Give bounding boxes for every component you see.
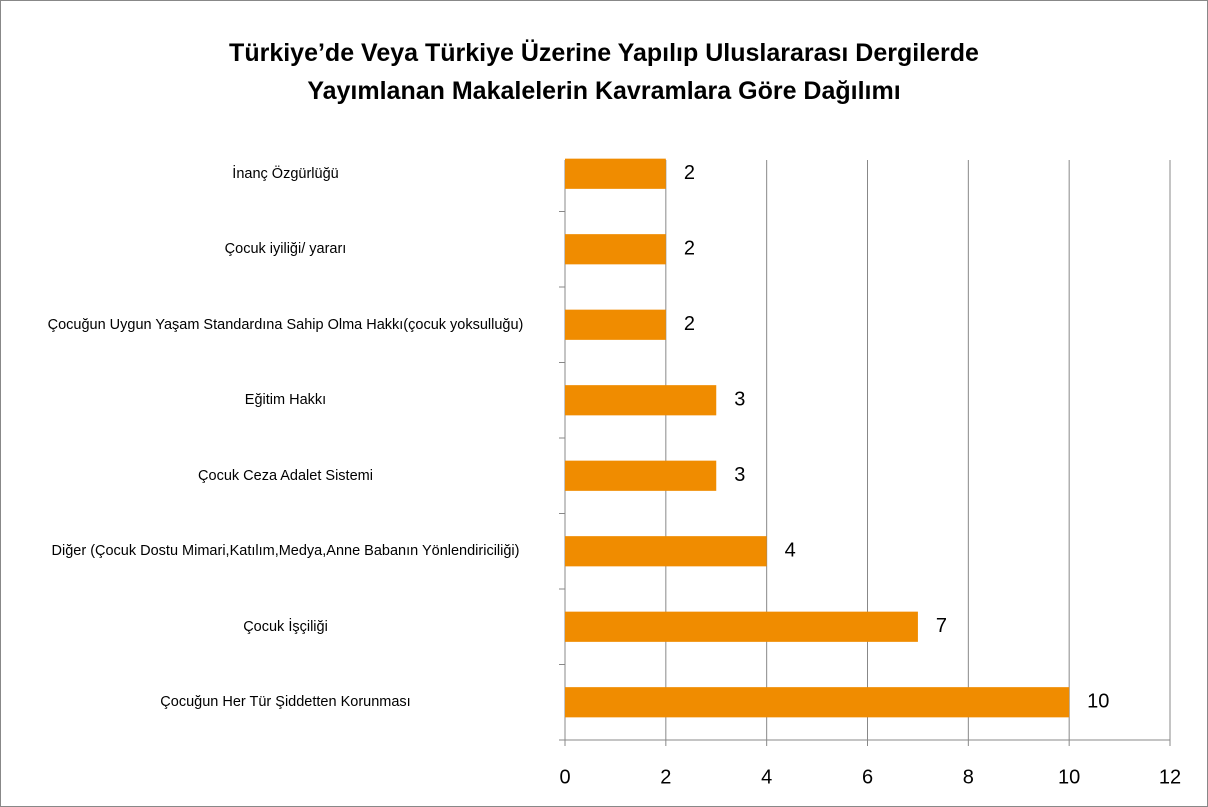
data-label: 3 (734, 464, 745, 486)
bar (565, 687, 1070, 718)
data-label: 2 (684, 238, 695, 260)
bar (565, 309, 666, 340)
y-tick-label: Eğitim Hakkı (244, 392, 327, 409)
data-label: 10 (1087, 691, 1109, 713)
data-label: 3 (734, 389, 745, 411)
bar (565, 385, 717, 416)
y-tick-label: Çocuk Ceza Adalet Sistemi (198, 467, 373, 484)
y-tick-label: Diğer (Çocuk Dostu Mimari,Katılım,Medya,… (51, 543, 520, 560)
x-tick-label: 12 (1159, 766, 1181, 788)
chart-title: Türkiye’de Veya Türkiye Üzerine Yapılıp … (229, 39, 979, 105)
x-tick-label: 2 (660, 766, 671, 788)
bar (565, 536, 767, 567)
x-tick-label: 6 (862, 766, 873, 788)
y-tick-label: Çocuğun Uygun Yaşam Standardına Sahip Ol… (47, 316, 524, 333)
bar (565, 234, 666, 265)
bar (565, 158, 666, 189)
data-label: 2 (684, 162, 695, 184)
bar (565, 460, 717, 491)
x-tick-label: 8 (963, 766, 974, 788)
y-tick-label: İnanç Özgürlüğü (232, 165, 339, 182)
x-tick-label: 0 (559, 766, 570, 788)
data-label: 7 (936, 615, 947, 637)
y-tick-label: Çocuğun Her Tür Şiddetten Korunması (160, 694, 411, 711)
x-tick-label: 10 (1058, 766, 1080, 788)
y-tick-label: Çocuk İşçiliği (243, 618, 328, 635)
data-label: 4 (785, 540, 796, 562)
x-tick-label: 4 (761, 766, 772, 788)
y-tick-label: Çocuk iyiliği/ yararı (224, 241, 347, 258)
bar (565, 611, 918, 642)
data-label: 2 (684, 313, 695, 335)
